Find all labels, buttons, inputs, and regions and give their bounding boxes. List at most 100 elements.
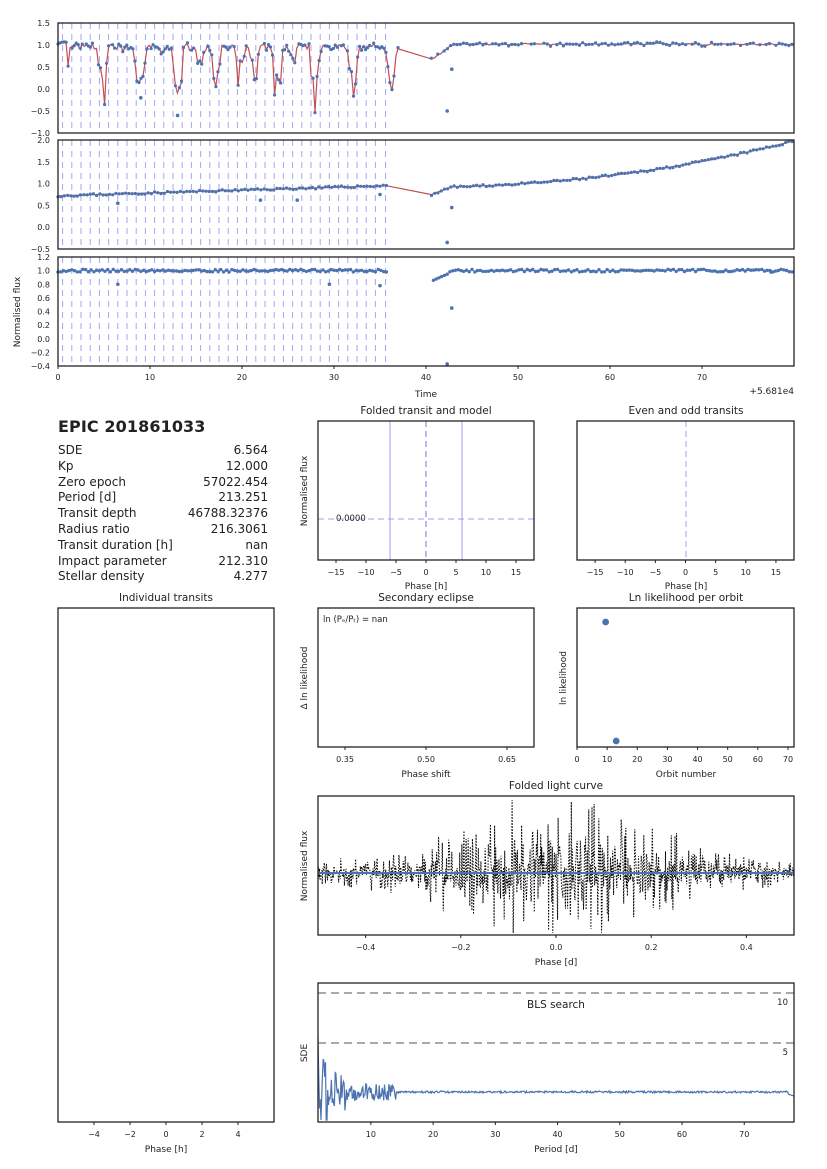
detrended-data-point xyxy=(307,268,311,273)
time-xtick-label: 70 xyxy=(697,373,707,382)
detrended-data-point xyxy=(293,268,298,272)
folded-lc-xtick-label: 0.0 xyxy=(550,943,563,952)
detrended-data-point xyxy=(514,269,518,273)
raw-data-point xyxy=(719,42,723,46)
detrended-data-point xyxy=(346,268,350,272)
raw-data-point xyxy=(655,40,659,44)
trend-data-point xyxy=(755,148,759,152)
detrended-data-point xyxy=(525,267,529,272)
trend-data-point xyxy=(722,155,727,159)
time-xtick-label: 50 xyxy=(513,373,523,382)
trend-data-point xyxy=(288,187,292,191)
raw-data-point xyxy=(291,56,295,61)
raw-data-point xyxy=(577,43,582,47)
detrended-data-point xyxy=(64,269,69,274)
raw-data-point xyxy=(366,46,370,50)
detrended-data-point xyxy=(285,269,289,273)
detrended-data-point xyxy=(594,270,598,274)
time-xtick-label: 30 xyxy=(329,373,339,382)
raw-data-point xyxy=(270,53,275,57)
even-odd-xtick-label: 0 xyxy=(683,568,688,577)
raw-data-point xyxy=(226,48,230,52)
detrended-data-point xyxy=(75,270,80,274)
detrended-data-point xyxy=(608,269,612,274)
detrended-data-point xyxy=(696,268,700,272)
detrended-data-point xyxy=(467,270,471,274)
detrended-data-point xyxy=(558,269,562,274)
secondary-eclipse-ylabel: Δ ln likelihood xyxy=(300,647,310,710)
raw-data-point xyxy=(242,54,246,58)
trend-data-point xyxy=(520,181,524,185)
raw-data-point xyxy=(709,40,714,44)
info-row-sde: SDE 6.564 xyxy=(58,443,268,459)
raw-outlier-point xyxy=(175,113,180,118)
trend-data-point xyxy=(204,189,208,193)
raw-data-point xyxy=(268,45,273,49)
detrended-data-point xyxy=(658,268,662,272)
detrended-data-point xyxy=(202,268,206,273)
trend-data-point xyxy=(217,189,221,193)
detrended-outlier-point xyxy=(769,270,773,274)
detrended-outlier-point xyxy=(378,283,382,288)
trend-data-point xyxy=(504,182,508,187)
lnlike-point xyxy=(602,618,610,626)
even-odd-xtick-label: 10 xyxy=(741,568,751,577)
raw-data-point xyxy=(131,47,135,51)
raw-data-point xyxy=(565,42,569,46)
detrended-data-point xyxy=(244,269,248,273)
raw-data-point xyxy=(364,48,368,52)
detrended-data-point xyxy=(693,269,698,274)
raw-data-point xyxy=(396,46,400,50)
raw-data-point xyxy=(133,59,137,63)
secondary-eclipse-panel: Secondary eclipse ln (Pₑ/Pₜ) = nan 0.35 0… xyxy=(300,592,535,780)
trend-data-point xyxy=(281,187,285,191)
trend-data-point xyxy=(671,166,675,170)
folded-transit-xtick-label: −5 xyxy=(390,568,402,577)
trend-data-point xyxy=(88,192,92,196)
detrended-data-point xyxy=(660,268,665,273)
detrended-data-point xyxy=(152,269,157,274)
trend-data-point xyxy=(146,191,150,195)
raw-data-point xyxy=(289,53,293,57)
info-value: 12.000 xyxy=(226,458,268,473)
trend-data-point xyxy=(729,153,733,157)
raw-data-point xyxy=(629,43,633,47)
raw-data-point xyxy=(677,43,681,47)
raw-data-point xyxy=(345,49,349,53)
detrended-data-point xyxy=(199,269,204,273)
detrended-data-point xyxy=(180,269,184,273)
detrended-data-point xyxy=(329,267,333,272)
trend-data-point xyxy=(314,187,318,191)
trend-data-point xyxy=(133,191,137,196)
trend-data-point xyxy=(214,190,218,194)
detrended-data-point xyxy=(591,269,596,273)
raw-data-point xyxy=(606,43,611,47)
individual-transits-xlabel: Phase [h] xyxy=(145,1145,187,1155)
trend-data-point xyxy=(703,158,707,162)
trend-data-point xyxy=(523,182,527,186)
raw-data-point xyxy=(474,42,478,46)
detrended-data-point xyxy=(224,268,229,272)
trend-data-point xyxy=(156,191,160,195)
individual-transits-title: Individual transits xyxy=(119,592,213,604)
trend-data-point xyxy=(291,188,295,192)
detrended-data-point xyxy=(600,270,604,274)
raw-data-point xyxy=(173,84,177,88)
raw-data-point xyxy=(661,42,665,46)
raw-data-point xyxy=(185,41,190,45)
trend-data-point xyxy=(780,143,785,147)
detrended-data-point xyxy=(669,268,673,272)
raw-data-point xyxy=(787,43,791,48)
trend-data-point xyxy=(668,166,672,170)
raw-data-point xyxy=(216,70,220,74)
trend-data-point xyxy=(771,144,775,148)
trend-data-point xyxy=(533,180,537,184)
detrended-data-point xyxy=(784,268,789,273)
trend-data-point xyxy=(706,158,711,162)
raw-data-point xyxy=(555,43,559,47)
trend-data-point xyxy=(700,159,704,163)
raw-data-point xyxy=(159,52,163,56)
detrended-data-point xyxy=(497,269,502,273)
folded-lc-xtick-label: −0.2 xyxy=(451,943,470,952)
trend-data-point xyxy=(227,189,231,193)
